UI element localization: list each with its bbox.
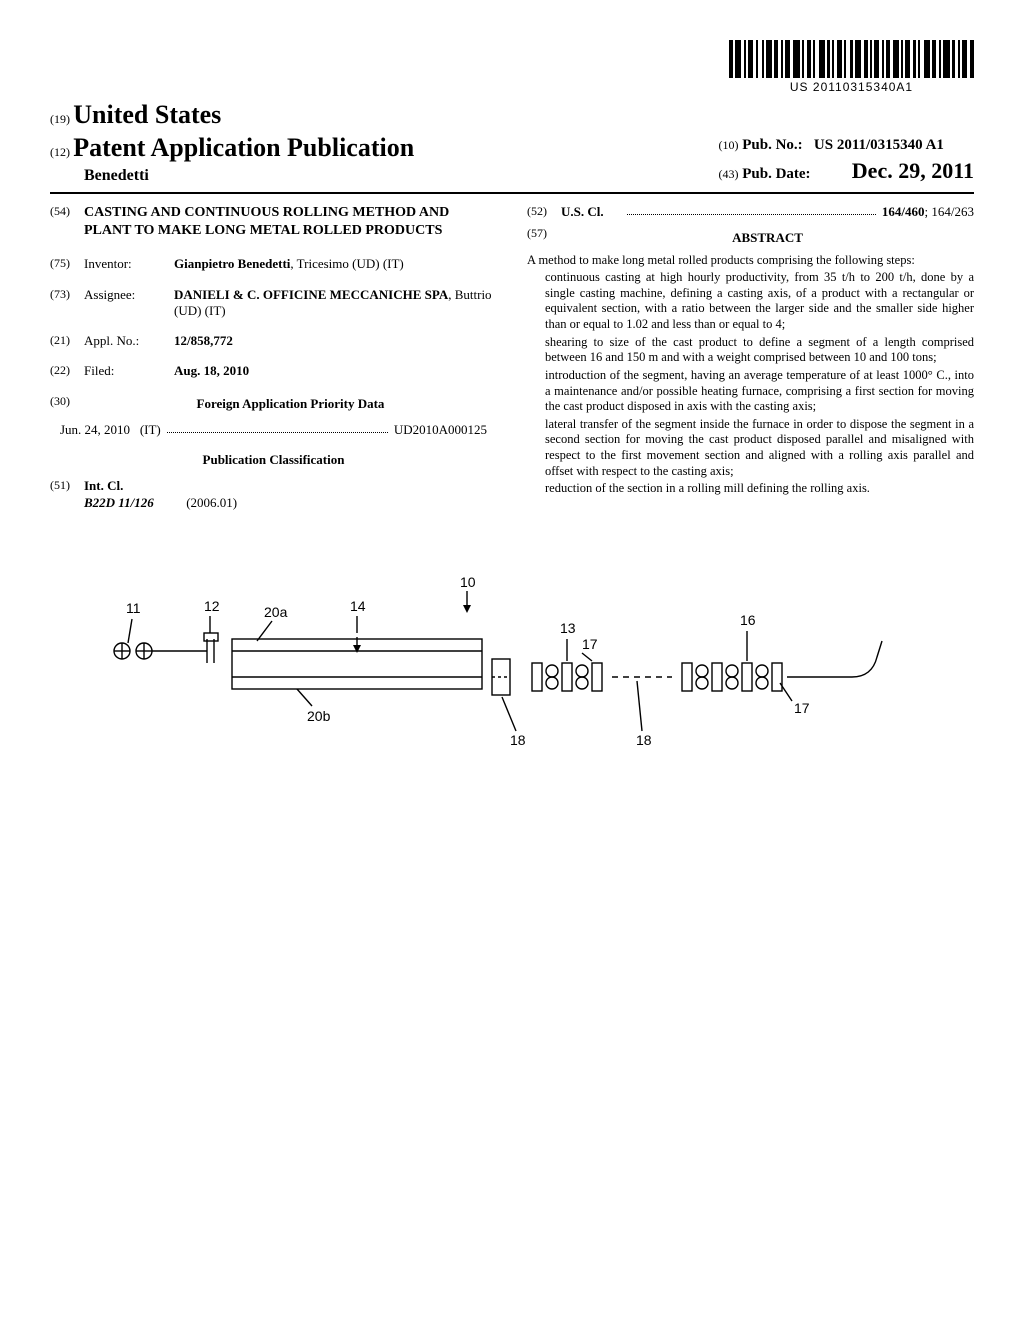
patent-figure: 10 11 12 20a 14 20b 13 17 16 18 18 17 <box>50 561 974 771</box>
code-73: (73) <box>50 287 84 302</box>
uscl-other: ; 164/263 <box>925 204 974 220</box>
fig-label-20a: 20a <box>264 604 288 620</box>
intcl-year: (2006.01) <box>186 495 237 510</box>
application-number: 12/858,772 <box>174 333 497 349</box>
applno-label: Appl. No.: <box>84 333 174 349</box>
pubno-label: Pub. No.: <box>742 137 802 153</box>
code-54: (54) <box>50 204 84 240</box>
code-21: (21) <box>50 333 84 348</box>
classification-heading: Publication Classification <box>50 452 497 468</box>
abstract-heading: ABSTRACT <box>561 230 974 246</box>
code-51: (51) <box>50 478 84 511</box>
code-30: (30) <box>50 394 84 422</box>
uscl-main: 164/460 <box>882 204 925 219</box>
document-header: (19) United States (12) Patent Applicati… <box>50 99 974 194</box>
code-75: (75) <box>50 256 84 271</box>
inventor-label: Inventor: <box>84 256 174 272</box>
header-authors: Benedetti <box>84 166 414 186</box>
code-22: (22) <box>50 363 84 378</box>
fig-label-14: 14 <box>350 598 366 614</box>
abstract-intro: A method to make long metal rolled produ… <box>527 253 974 269</box>
abstract-step: reduction of the section in a rolling mi… <box>545 481 974 497</box>
publication-type: Patent Application Publication <box>73 133 414 162</box>
dotted-leader <box>167 422 388 433</box>
fig-label-12: 12 <box>204 598 220 614</box>
intcl-label: Int. Cl. <box>84 478 237 494</box>
fig-label-20b: 20b <box>307 708 331 724</box>
fig-label-18b: 18 <box>636 732 652 748</box>
barcode-region: US 20110315340A1 <box>50 40 974 95</box>
right-column: (52) U.S. Cl. 164/460; 164/263 (57) ABST… <box>527 204 974 511</box>
code-57: (57) <box>527 226 561 252</box>
abstract-step: shearing to size of the cast product to … <box>545 335 974 366</box>
uscl-label: U.S. Cl. <box>561 204 621 220</box>
left-column: (54) CASTING AND CONTINUOUS ROLLING METH… <box>50 204 497 511</box>
fig-label-17b: 17 <box>794 700 810 716</box>
code-19: (19) <box>50 112 70 126</box>
fig-label-17a: 17 <box>582 636 598 652</box>
dotted-leader <box>627 204 876 215</box>
fig-label-16: 16 <box>740 612 756 628</box>
abstract-step: continuous casting at high hourly produc… <box>545 270 974 333</box>
country: United States <box>73 100 221 129</box>
inventor-location: , Tricesimo (UD) (IT) <box>290 256 403 271</box>
fig-label-11: 11 <box>126 600 141 616</box>
fig-label-18a: 18 <box>510 732 526 748</box>
inventor-name: Gianpietro Benedetti <box>174 256 290 271</box>
filed-label: Filed: <box>84 363 174 379</box>
priority-date: Jun. 24, 2010 <box>60 422 130 438</box>
publication-date: Dec. 29, 2011 <box>852 158 974 183</box>
figure-svg: 10 11 12 20a 14 20b 13 17 16 18 18 17 <box>82 561 942 771</box>
code-12: (12) <box>50 145 70 159</box>
priority-heading: Foreign Application Priority Data <box>84 396 497 412</box>
barcode-number: US 20110315340A1 <box>729 80 974 95</box>
abstract-body: A method to make long metal rolled produ… <box>527 253 974 497</box>
filed-date: Aug. 18, 2010 <box>174 363 497 379</box>
barcode-icon <box>729 40 974 78</box>
invention-title: CASTING AND CONTINUOUS ROLLING METHOD AN… <box>84 204 497 240</box>
fig-label-10: 10 <box>460 574 476 590</box>
abstract-step: introduction of the segment, having an a… <box>545 368 974 415</box>
assignee-name: DANIELI & C. OFFICINE MECCANICHE SPA <box>174 287 448 302</box>
publication-number: US 2011/0315340 A1 <box>814 137 944 153</box>
code-43: (43) <box>718 167 738 181</box>
bibliographic-columns: (54) CASTING AND CONTINUOUS ROLLING METH… <box>50 204 974 511</box>
code-52: (52) <box>527 204 561 220</box>
pubdate-label: Pub. Date: <box>742 166 810 182</box>
intcl-code: B22D 11/126 <box>84 495 154 510</box>
priority-country: (IT) <box>140 422 161 438</box>
abstract-step: lateral transfer of the segment inside t… <box>545 417 974 480</box>
fig-label-13: 13 <box>560 620 576 636</box>
code-10: (10) <box>718 138 738 152</box>
priority-app-number: UD2010A000125 <box>394 422 487 438</box>
assignee-label: Assignee: <box>84 287 174 303</box>
